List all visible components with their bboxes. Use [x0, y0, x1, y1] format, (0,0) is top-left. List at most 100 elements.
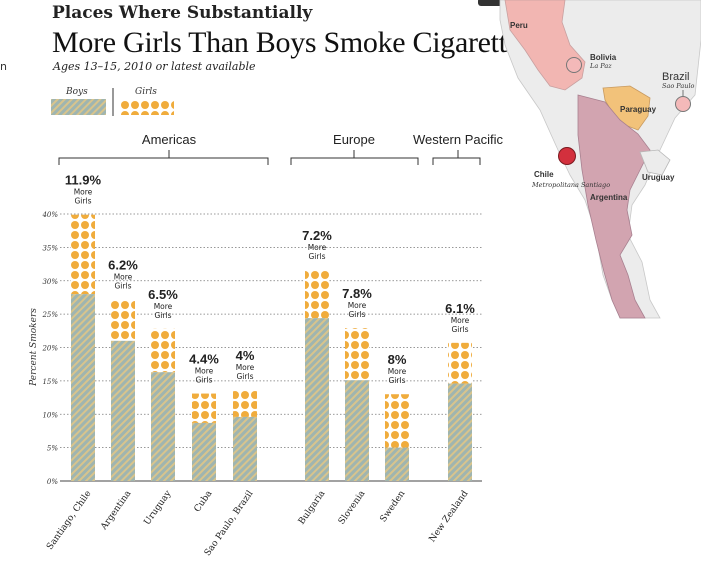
bar-boys — [385, 447, 409, 481]
difference-label: 4.4% — [189, 352, 219, 367]
more-girls-label: More — [308, 243, 327, 252]
difference-label: 6.2% — [108, 257, 138, 272]
difference-label: 6.1% — [445, 301, 475, 316]
map-label-santiago-text: Metropolitana Santiago — [531, 181, 610, 189]
x-tick-label: Sweden — [379, 489, 408, 524]
more-girls-label: Girls — [196, 376, 213, 385]
legend-boys-swatch — [51, 99, 106, 115]
more-girls-label: Girls — [155, 311, 172, 320]
more-girls-label: Girls — [237, 372, 254, 381]
more-girls-label: More — [236, 363, 255, 372]
bar-boys — [345, 380, 369, 481]
group-bracket-western-pacific — [432, 150, 481, 165]
map-label-peru: Peru — [510, 21, 528, 30]
more-girls-label: Girls — [389, 376, 406, 385]
y-tick-label: 15% — [42, 378, 58, 386]
group-label-europe: Europe — [333, 132, 375, 147]
y-axis-title: Percent Smokers — [29, 308, 39, 387]
x-tick-label: Cuba — [193, 488, 215, 514]
x-tick-label: Uruguay — [142, 488, 173, 527]
y-tick-label: 30% — [42, 278, 58, 286]
difference-label: 11.9% — [65, 173, 102, 188]
more-girls-label: Girls — [309, 252, 326, 261]
marker-sao-paulo — [675, 96, 691, 112]
bar-girls — [448, 342, 472, 384]
x-tick-label: Santiago, Chile — [45, 489, 93, 552]
country-uruguay — [639, 149, 671, 176]
more-girls-label: Girls — [452, 325, 469, 334]
more-girls-label: More — [154, 302, 173, 311]
more-girls-label: Girls — [75, 197, 92, 206]
x-tick-label: Slovenia — [337, 488, 368, 526]
legend-girls-swatch — [119, 99, 174, 115]
difference-label: 6.5% — [148, 287, 178, 302]
map-label-chile: Chile — [534, 170, 554, 179]
difference-label: 4% — [236, 348, 255, 363]
bar-girls — [385, 394, 409, 448]
bar-boys — [71, 294, 95, 481]
bar-annotations: 11.9%MoreGirls6.2%MoreGirls6.5%MoreGirls… — [65, 173, 475, 386]
group-bracket-europe — [290, 150, 419, 165]
y-tick-label: 0% — [47, 478, 58, 486]
legend-girls-label: Girls — [135, 87, 157, 97]
marker-santiago — [558, 147, 576, 165]
map-label-uruguay: Uruguay — [642, 173, 675, 182]
more-girls-label: Girls — [115, 281, 132, 290]
bar-girls — [71, 214, 95, 295]
page-title: More Girls Than Boys Smoke Cigarettes — [52, 26, 532, 59]
more-girls-label: More — [74, 188, 93, 197]
map-label-argentina: Argentina — [590, 193, 628, 202]
bar-girls — [151, 328, 175, 373]
group-label-americas: Americas — [142, 132, 197, 147]
marker-la-paz — [566, 57, 582, 73]
y-tick-label: 25% — [41, 311, 58, 319]
bar-boys — [448, 383, 472, 481]
map-label-sao-paulo: Sao Paulo — [662, 82, 695, 90]
map-label-bolivia: Bolivia — [590, 53, 617, 62]
title-kicker: Places Where Substantially — [52, 3, 313, 23]
bar-boys — [151, 372, 175, 481]
edge-text-fragment: n — [0, 60, 7, 73]
more-girls-label: More — [388, 367, 407, 376]
difference-label: 7.8% — [342, 286, 372, 301]
map-label-santiago: Metropolitana Santiago — [531, 181, 610, 189]
map-svg: Peru Bolivia La Paz Brazil Sao Paulo Par… — [478, 0, 701, 319]
bar-boys — [305, 318, 329, 481]
y-tick-label: 20% — [41, 345, 58, 353]
bar-girls — [233, 390, 257, 417]
y-tick-label: 40% — [41, 211, 58, 219]
y-tick-label: 5% — [47, 445, 58, 453]
y-tick-label: 35% — [42, 244, 58, 252]
more-girls-label: Girls — [349, 310, 366, 319]
legend-boys-label: Boys — [65, 87, 88, 97]
y-tick-labels: 0% 5% 10% 15% 20% 25% 30% 35% 40% — [41, 211, 58, 486]
group-label-western-pacific: Western Pacific — [413, 132, 504, 147]
more-girls-label: More — [348, 301, 367, 310]
bar-group — [71, 214, 472, 481]
more-girls-label: More — [195, 367, 214, 376]
south-america-map: Peru Bolivia La Paz Brazil Sao Paulo Par… — [470, 0, 701, 330]
bar-boys — [111, 340, 135, 481]
bar-girls — [345, 328, 369, 381]
x-tick-label: Argentina — [99, 488, 134, 532]
more-girls-label: More — [114, 272, 133, 281]
country-peru — [504, 0, 586, 91]
bar-girls — [305, 270, 329, 319]
difference-label: 8% — [388, 352, 407, 367]
x-tick-label: New Zealand — [428, 489, 471, 545]
bar-girls — [192, 393, 216, 423]
y-tick-label: 10% — [42, 411, 58, 419]
subtitle: Ages 13–15, 2010 or latest available — [53, 60, 256, 73]
group-bracket-americas — [58, 150, 269, 165]
country-paraguay — [602, 85, 651, 131]
country-argentina — [577, 94, 651, 319]
map-label-la-paz: La Paz — [589, 62, 612, 70]
x-tick-label: Bulgaria — [297, 488, 328, 526]
bar-boys — [192, 422, 216, 481]
map-label-paraguay: Paraguay — [620, 105, 657, 114]
difference-label: 7.2% — [302, 228, 332, 243]
bar-girls — [111, 299, 135, 341]
map-label-brazil: Brazil — [662, 71, 690, 83]
